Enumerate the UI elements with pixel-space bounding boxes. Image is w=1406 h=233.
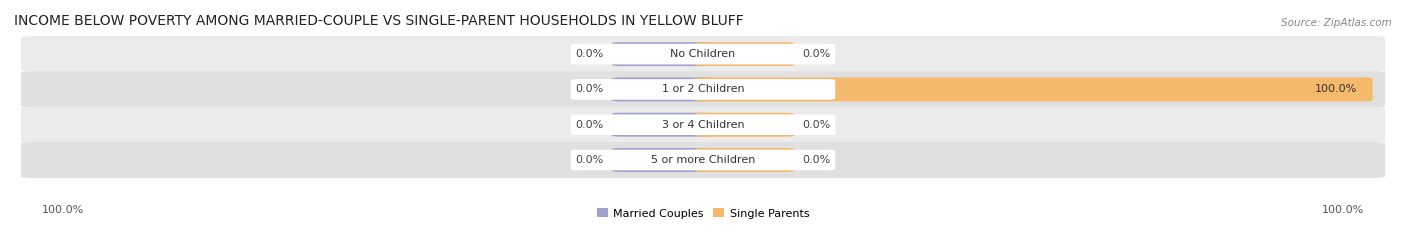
FancyBboxPatch shape — [612, 77, 711, 101]
Text: 100.0%: 100.0% — [1315, 84, 1358, 94]
FancyBboxPatch shape — [571, 44, 835, 65]
FancyBboxPatch shape — [695, 42, 794, 66]
FancyBboxPatch shape — [612, 148, 711, 172]
Text: 0.0%: 0.0% — [575, 155, 603, 165]
Text: Source: ZipAtlas.com: Source: ZipAtlas.com — [1281, 18, 1392, 28]
Legend: Married Couples, Single Parents: Married Couples, Single Parents — [592, 204, 814, 223]
Text: 0.0%: 0.0% — [803, 155, 831, 165]
Text: 0.0%: 0.0% — [575, 120, 603, 130]
FancyBboxPatch shape — [21, 107, 1385, 143]
Text: 5 or more Children: 5 or more Children — [651, 155, 755, 165]
FancyBboxPatch shape — [571, 114, 835, 135]
FancyBboxPatch shape — [612, 113, 711, 137]
FancyBboxPatch shape — [695, 148, 794, 172]
Text: 100.0%: 100.0% — [1322, 205, 1364, 215]
FancyBboxPatch shape — [612, 42, 711, 66]
FancyBboxPatch shape — [21, 142, 1385, 178]
Text: 1 or 2 Children: 1 or 2 Children — [662, 84, 744, 94]
Text: 0.0%: 0.0% — [575, 49, 603, 59]
Text: 3 or 4 Children: 3 or 4 Children — [662, 120, 744, 130]
FancyBboxPatch shape — [695, 77, 1372, 101]
Text: 0.0%: 0.0% — [803, 49, 831, 59]
Text: 0.0%: 0.0% — [803, 120, 831, 130]
Text: No Children: No Children — [671, 49, 735, 59]
Text: INCOME BELOW POVERTY AMONG MARRIED-COUPLE VS SINGLE-PARENT HOUSEHOLDS IN YELLOW : INCOME BELOW POVERTY AMONG MARRIED-COUPL… — [14, 14, 744, 28]
FancyBboxPatch shape — [695, 113, 794, 137]
FancyBboxPatch shape — [571, 150, 835, 170]
Text: 0.0%: 0.0% — [575, 84, 603, 94]
Text: 100.0%: 100.0% — [42, 205, 84, 215]
FancyBboxPatch shape — [21, 36, 1385, 72]
FancyBboxPatch shape — [571, 79, 835, 100]
FancyBboxPatch shape — [21, 72, 1385, 107]
